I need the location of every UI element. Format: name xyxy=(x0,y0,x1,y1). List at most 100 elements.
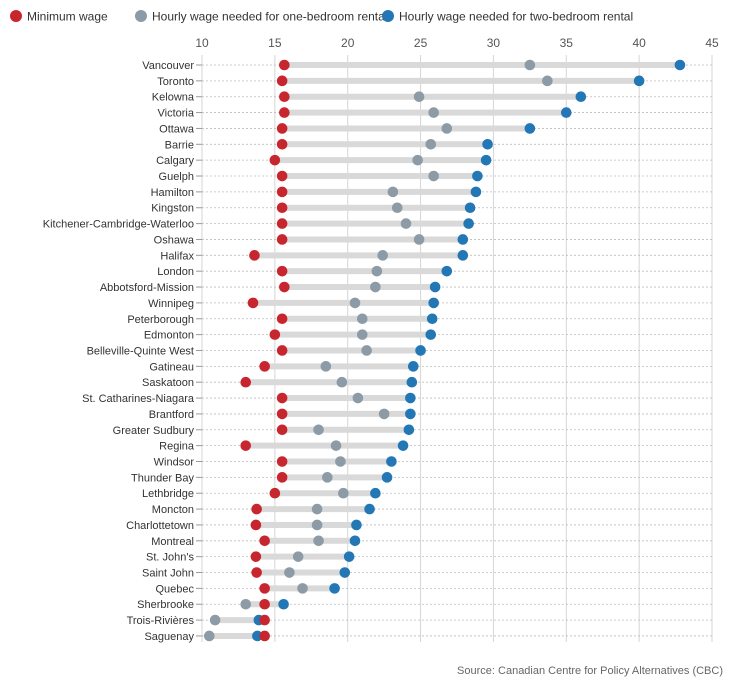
city-label: Regina xyxy=(159,441,195,453)
minimum-wage-dot xyxy=(259,630,270,642)
city-label: London xyxy=(157,266,194,278)
legend-label-3: Hourly wage needed for two-bedroom renta… xyxy=(399,10,633,24)
x-tick-label-15: 15 xyxy=(268,36,282,50)
city-label: Saguenay xyxy=(144,631,194,643)
city-label: Kelowna xyxy=(152,92,195,104)
row-6: Barrie xyxy=(165,139,712,151)
city-label: Saskatoon xyxy=(142,377,194,389)
minimum-wage-dot xyxy=(250,519,262,531)
rows: Vancouver Toronto Kelowna Victoria Ottawa Bar… xyxy=(43,59,712,643)
two-bedroom-dot xyxy=(472,170,483,182)
two-bedroom-dot xyxy=(349,535,361,547)
two-bedroom-dot xyxy=(329,583,340,594)
two-bedroom-dot xyxy=(470,186,482,198)
minimum-wage-dot xyxy=(276,265,288,277)
one-bedroom-dot xyxy=(335,456,346,467)
two-bedroom-dot xyxy=(429,281,441,293)
minimum-wage-dot xyxy=(276,456,288,467)
one-bedroom-dot xyxy=(240,598,252,610)
one-bedroom-dot xyxy=(203,630,215,642)
minimum-wage-dot xyxy=(276,472,288,483)
city-label: Belleville-Quinte West xyxy=(87,345,194,357)
minimum-wage-dot xyxy=(259,614,270,626)
x-tick-label-10: 10 xyxy=(195,36,209,50)
city-label: Victoria xyxy=(158,108,195,120)
one-bedroom-dot xyxy=(441,123,453,134)
one-bedroom-dot xyxy=(391,202,403,214)
city-label: Greater Sudbury xyxy=(113,425,195,437)
two-bedroom-dot xyxy=(403,424,415,436)
city-label: Lethbridge xyxy=(142,488,194,500)
two-bedroom-dot xyxy=(426,313,438,325)
two-bedroom-dot xyxy=(252,630,263,642)
city-label: Trois-Rivières xyxy=(127,615,195,627)
row-36: Trois-Rivières xyxy=(127,614,712,627)
legend: Minimum wage Hourly wage needed for one-b… xyxy=(10,10,633,24)
x-axis: 10 15 20 25 30 35 40 45 xyxy=(195,36,719,50)
one-bedroom-dot xyxy=(387,186,399,198)
city-label: Windsor xyxy=(154,457,195,469)
two-bedroom-dot xyxy=(351,519,362,531)
one-bedroom-dot xyxy=(338,487,349,499)
minimum-wage-dot xyxy=(269,329,281,340)
minimum-wage-dot xyxy=(279,59,290,71)
one-bedroom-dot xyxy=(428,170,439,182)
legend-swatch-2 xyxy=(135,10,147,22)
row-21: Saskatoon xyxy=(142,376,712,389)
two-bedroom-dot xyxy=(441,265,453,277)
row-2: Toronto xyxy=(157,75,712,88)
one-bedroom-dot xyxy=(425,139,437,150)
two-bedroom-dot xyxy=(464,202,476,214)
x-tick-label-40: 40 xyxy=(632,36,646,50)
row-1: Vancouver xyxy=(142,59,712,72)
city-label: Brantford xyxy=(149,409,194,421)
row-9: Hamilton xyxy=(151,186,712,199)
minimum-wage-dot xyxy=(276,202,288,214)
one-bedroom-dot xyxy=(292,551,304,562)
row-23: Brantford xyxy=(149,408,712,421)
row-20: Gatineau xyxy=(149,361,712,373)
one-bedroom-dot xyxy=(377,250,388,261)
one-bedroom-dot xyxy=(313,535,324,547)
row-25: Regina xyxy=(159,440,712,453)
city-label: Thunder Bay xyxy=(131,472,194,484)
one-bedroom-dot xyxy=(413,91,425,103)
minimum-wage-dot xyxy=(259,583,270,594)
city-label: Peterborough xyxy=(127,314,194,326)
city-label: Charlottetown xyxy=(126,520,194,532)
minimum-wage-dot xyxy=(276,408,288,420)
two-bedroom-dot xyxy=(405,392,416,404)
city-label: Hamilton xyxy=(151,187,194,199)
city-label: Abbotsford-Mission xyxy=(100,282,194,294)
city-label: Vancouver xyxy=(142,60,194,72)
two-bedroom-dot xyxy=(428,297,439,309)
minimum-wage-dot xyxy=(269,487,281,499)
city-label: Edmonton xyxy=(144,330,194,342)
city-label: Ottawa xyxy=(159,123,195,135)
city-label: Saint John xyxy=(142,568,194,580)
two-bedroom-dot xyxy=(457,234,469,245)
legend-label-2: Hourly wage needed for one-bedroom renta… xyxy=(152,10,387,24)
city-label: Guelph xyxy=(159,171,194,183)
city-label: Halifax xyxy=(160,250,194,262)
two-bedroom-dot xyxy=(278,598,289,610)
two-bedroom-dot xyxy=(633,75,645,87)
one-bedroom-dot xyxy=(524,59,536,71)
minimum-wage-dot xyxy=(279,107,290,118)
row-18: Edmonton xyxy=(144,329,712,342)
row-28: Lethbridge xyxy=(142,487,712,500)
minimum-wage-dot xyxy=(240,440,252,451)
two-bedroom-dot xyxy=(425,329,437,340)
one-bedroom-dot xyxy=(297,583,308,594)
minimum-wage-dot xyxy=(276,218,288,229)
minimum-wage-dot xyxy=(276,313,288,325)
row-32: St. John's xyxy=(146,551,712,564)
x-tick-label-35: 35 xyxy=(560,36,574,50)
one-bedroom-dot xyxy=(349,297,361,309)
row-8: Guelph xyxy=(159,170,712,183)
minimum-wage-dot xyxy=(279,91,290,103)
one-bedroom-dot xyxy=(413,234,425,245)
two-bedroom-dot xyxy=(339,567,351,578)
row-11: Kitchener-Cambridge-Waterloo xyxy=(43,218,712,231)
row-13: Halifax xyxy=(160,250,712,262)
